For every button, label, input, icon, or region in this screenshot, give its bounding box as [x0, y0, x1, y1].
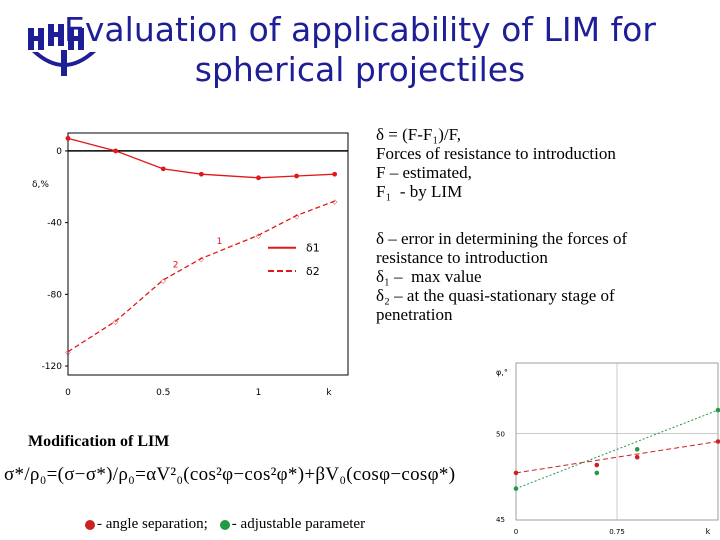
data-point: ◇ [113, 318, 119, 326]
y-tick-label: -80 [47, 290, 62, 300]
y-tick-label: -120 [42, 362, 63, 372]
x-tick-label: 0 [514, 528, 518, 536]
data-point [594, 470, 600, 476]
y-tick-label: -40 [47, 219, 62, 229]
trend-line [515, 441, 719, 474]
curve-annotation: 2 [173, 260, 179, 270]
y-tick-label: 0 [56, 147, 62, 157]
red-dot-icon [85, 519, 95, 530]
slide-title: Evaluation of applicability of LIM for s… [0, 10, 720, 90]
x-tick-label: k [326, 388, 332, 398]
data-point [294, 173, 299, 179]
x-tick-label: 0.75 [609, 528, 625, 536]
x-tick-label: k [706, 527, 711, 536]
modification-formula: σ*/ρ₀=(σ−σ*)/ρ₀=αV²₀(cos²φ−cos²φ*)+βV₀(c… [4, 464, 456, 485]
data-point: ◇ [332, 198, 338, 206]
x-tick-label: 1 [256, 388, 262, 398]
legend-label: δ2 [306, 265, 320, 278]
series-line-δ2 [67, 200, 335, 353]
x-tick-label: 0.5 [156, 388, 170, 398]
data-point: ◇ [294, 212, 300, 220]
title-line-2: spherical projectiles [194, 50, 526, 89]
plot-frame [67, 132, 349, 376]
legend-label: δ1 [306, 242, 320, 255]
definition-line: δ₁ – max value [376, 267, 482, 286]
data-point [113, 148, 119, 154]
title-line-1: Evaluation of applicability of LIM for [64, 10, 656, 49]
data-point [198, 171, 204, 177]
definition-line: δ = (F-F₁)/F, [376, 125, 461, 144]
x-tick-label: 0 [65, 388, 71, 398]
definition-line: resistance to introduction [376, 248, 548, 267]
data-point [65, 135, 71, 141]
data-point [634, 447, 640, 452]
data-point [256, 175, 261, 181]
data-point [634, 454, 640, 460]
data-point: ◇ [65, 349, 71, 357]
legend-label-angle: - angle separation; [97, 516, 208, 532]
error-chart: 0 -40 -80 -120 δ,% 0 0.5 1 k ◇ ◇ ◇ ◇ ◇ ◇ ◇ 1 2 δ1 δ2 [32, 132, 349, 398]
definition-line: δ₂ – at the quasi-stationary stage of [376, 286, 615, 305]
data-point [160, 166, 166, 172]
data-point [715, 439, 720, 444]
y-axis-label: φ,° [496, 368, 508, 377]
data-point [513, 470, 519, 476]
definition-line: F₁ - by LIM [376, 182, 463, 201]
definitions-block: δ = (F-F₁)/F, Forces of resistance to in… [376, 125, 706, 324]
data-point [715, 407, 720, 413]
definition-line: Forces of resistance to introduction [376, 144, 616, 163]
definition-line: F – estimated, [376, 163, 472, 182]
university-logo-icon [28, 24, 96, 76]
data-point [513, 486, 519, 491]
data-point: ◇ [161, 277, 167, 285]
data-point: ◇ [256, 232, 262, 240]
definition-line: δ – error in determining the forces of [376, 229, 628, 248]
bottom-legend: - angle separation; - adjustable paramet… [85, 516, 377, 533]
trend-line [515, 409, 719, 490]
legend-label-param: - adjustable parameter [231, 516, 366, 532]
green-dot-icon [219, 519, 230, 530]
y-tick-label: 45 [496, 516, 505, 524]
data-point [594, 462, 600, 468]
y-tick-label: 50 [496, 431, 505, 439]
definition-line: penetration [376, 305, 453, 324]
modification-title: Modification of LIM [28, 433, 170, 450]
angle-chart: φ,° 50 45 0 0.75 k [496, 362, 720, 536]
data-point [332, 171, 338, 177]
data-point: ◇ [199, 255, 205, 263]
y-axis-label: δ,% [32, 180, 49, 190]
curve-annotation: 1 [217, 237, 223, 247]
